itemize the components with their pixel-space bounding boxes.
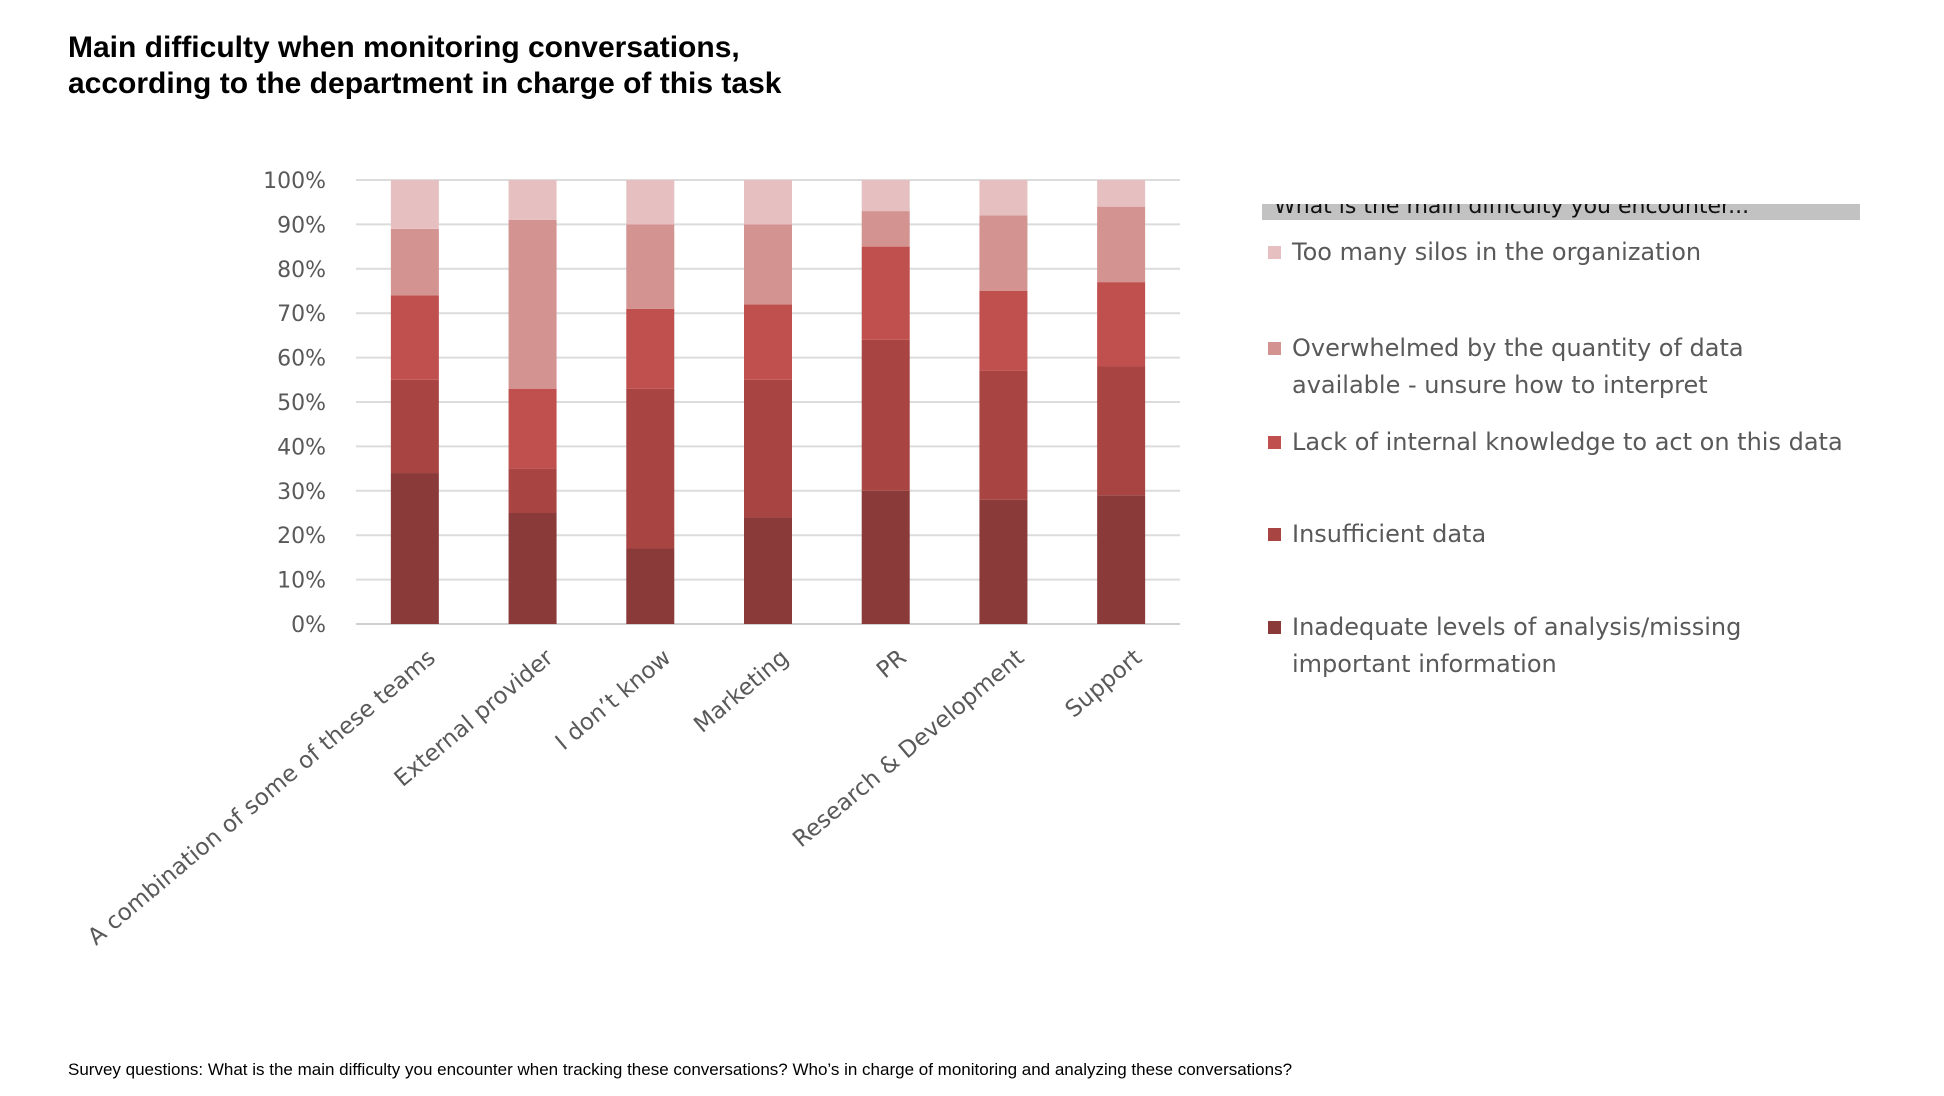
- chart-title-line-1: Main difficulty when monitoring conversa…: [68, 31, 740, 64]
- legend-item: Lack of internal knowledge to act on thi…: [1268, 424, 1858, 461]
- bar-segment: [1097, 366, 1146, 496]
- bar-segment: [390, 473, 439, 624]
- y-tick-label: 50%: [277, 391, 326, 416]
- y-tick-label: 70%: [277, 302, 326, 327]
- legend-swatch: [1268, 342, 1281, 355]
- chart-title-line-2: according to the department in charge of…: [68, 67, 782, 100]
- x-category-label: Research & Development: [788, 645, 1029, 853]
- bar-segment: [626, 308, 675, 389]
- y-tick-label: 90%: [277, 213, 326, 238]
- legend-label: Lack of internal knowledge to act on thi…: [1292, 428, 1843, 456]
- bar-segment: [979, 180, 1028, 216]
- bar-segment: [861, 339, 910, 491]
- bar-segment: [390, 228, 439, 296]
- y-tick-label: 30%: [277, 480, 326, 505]
- legend-item: Too many silos in the organization: [1268, 234, 1858, 271]
- x-category-label: A combination of some of these teams: [83, 645, 441, 951]
- bar-segment: [744, 517, 792, 624]
- bars: [390, 180, 1146, 624]
- legend-item: Inadequate levels of analysis/missing imp…: [1268, 609, 1858, 683]
- bar-segment: [1097, 282, 1146, 367]
- x-category-label: I don’t know: [551, 645, 676, 756]
- x-category-label: PR: [872, 645, 912, 684]
- bar-segment: [626, 548, 675, 624]
- bar-segment: [861, 246, 910, 340]
- bar-segment: [979, 499, 1028, 624]
- bar-segment: [508, 180, 557, 220]
- bar-segment: [744, 224, 792, 305]
- y-tick-label: 20%: [277, 524, 326, 549]
- legend-item: Overwhelmed by the quantity of data avail…: [1268, 330, 1858, 404]
- bar-segment: [979, 215, 1028, 291]
- legend-swatch: [1268, 528, 1281, 541]
- legend-swatch: [1268, 621, 1281, 634]
- bar-segment: [508, 219, 557, 389]
- bar-segment: [508, 388, 557, 469]
- legend-swatch: [1268, 246, 1281, 259]
- bar-segment: [979, 291, 1028, 371]
- legend-label: available - unsure how to interpret: [1292, 371, 1708, 399]
- bar-segment: [626, 388, 675, 549]
- bar-segment: [1097, 180, 1146, 207]
- bar-segment: [508, 468, 557, 513]
- y-tick-label: 60%: [277, 347, 326, 372]
- y-tick-label: 40%: [277, 435, 326, 460]
- legend-label: Inadequate levels of analysis/missing: [1292, 613, 1742, 641]
- legend-swatch: [1268, 436, 1281, 449]
- bar-segment: [626, 224, 675, 309]
- legend-item: Insufficient data: [1268, 516, 1858, 553]
- x-category-label: Marketing: [689, 645, 794, 739]
- bar-segment: [861, 211, 910, 247]
- chart-title: Main difficulty when monitoring conversa…: [68, 30, 781, 102]
- bar-segment: [1097, 495, 1146, 624]
- bar-segment: [390, 180, 439, 229]
- y-tick-label: 0%: [291, 613, 326, 638]
- legend-label: important information: [1292, 650, 1557, 678]
- legend-header[interactable]: What is the main difficulty you encounte…: [1262, 204, 1860, 220]
- bar-segment: [744, 379, 792, 518]
- y-tick-label: 100%: [263, 169, 326, 194]
- y-tick-label: 80%: [277, 258, 326, 283]
- bar-segment: [390, 379, 439, 474]
- x-category-label: Support: [1061, 645, 1147, 723]
- legend-label: Insufficient data: [1292, 520, 1487, 548]
- footnote: Survey questions: What is the main diffi…: [68, 1060, 1293, 1079]
- y-axis-ticks: 0% 10% 20% 30% 40% 50% 60% 70% 80% 90% 100%: [263, 169, 326, 638]
- bar-segment: [861, 490, 910, 624]
- bar-segment: [744, 180, 792, 225]
- bar-segment: [979, 370, 1028, 500]
- bar-segment: [1097, 206, 1146, 283]
- bar-segment: [744, 304, 792, 380]
- y-tick-label: 10%: [277, 569, 326, 594]
- bar-segment: [626, 180, 675, 225]
- bar-segment: [861, 180, 910, 212]
- bar-segment: [390, 295, 439, 380]
- x-axis-categories: A combination of some of these teamsExte…: [83, 644, 1147, 950]
- legend-label: Overwhelmed by the quantity of data: [1292, 334, 1744, 362]
- legend-label: Too many silos in the organization: [1292, 238, 1702, 266]
- bar-segment: [508, 513, 557, 624]
